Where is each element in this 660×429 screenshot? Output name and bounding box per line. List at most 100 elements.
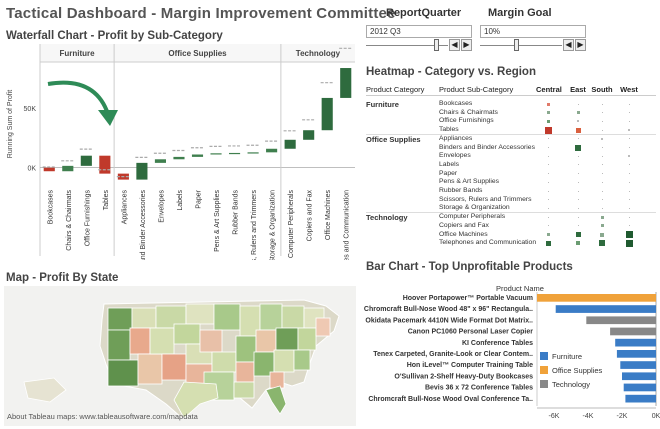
heatmap-cell[interactable] (628, 225, 630, 227)
heatmap-cell[interactable] (577, 207, 579, 209)
map-attribution[interactable]: About Tableau maps: www.tableausoftware.… (7, 412, 198, 421)
margin-goal-input[interactable]: 10% (480, 25, 586, 38)
map-state[interactable] (137, 353, 163, 385)
heatmap-cell[interactable] (628, 164, 630, 166)
heatmap-cell[interactable] (628, 190, 630, 192)
heatmap-cell[interactable] (625, 239, 633, 247)
heatmap-cell[interactable] (546, 233, 550, 236)
heatmap-cell[interactable] (547, 199, 549, 201)
margin-goal-slider-thumb[interactable] (514, 39, 519, 51)
heatmap-cell[interactable] (628, 199, 630, 201)
heatmap-cell[interactable] (546, 119, 550, 123)
heatmap-cell[interactable] (601, 103, 603, 105)
margin-goal-next-button[interactable]: ▶ (575, 39, 586, 51)
map-state[interactable] (107, 307, 133, 331)
map-state[interactable] (235, 361, 255, 383)
legend-swatch[interactable] (540, 352, 548, 360)
report-quarter-slider[interactable]: ◀ ▶ (366, 39, 472, 52)
heatmap-cell[interactable] (628, 181, 630, 183)
map-state[interactable] (255, 329, 277, 353)
heatmap-cell[interactable] (577, 190, 579, 192)
heatmap-cell[interactable] (576, 111, 580, 115)
map-state[interactable] (173, 323, 201, 345)
profit-map[interactable] (4, 286, 356, 426)
report-quarter-prev-button[interactable]: ◀ (449, 39, 460, 51)
heatmap-cell[interactable] (628, 147, 630, 148)
heatmap-cell[interactable] (577, 216, 579, 218)
heatmap-cell[interactable] (547, 225, 549, 227)
legend-swatch[interactable] (540, 366, 548, 374)
heatmap-cell[interactable] (628, 138, 630, 140)
waterfall-chart[interactable]: 0K 50K Running Sum of Profit Furniture Offic… (0, 44, 358, 260)
unprofitable-bar[interactable] (622, 372, 656, 381)
heatmap-cell[interactable] (601, 155, 603, 157)
map-state[interactable] (149, 327, 175, 355)
heatmap-cell[interactable] (601, 137, 603, 140)
map-state[interactable] (297, 327, 317, 351)
map-state[interactable] (315, 317, 331, 337)
heatmap-cell[interactable] (577, 199, 579, 201)
heatmap-cell[interactable] (577, 155, 579, 157)
unprofitable-bar-chart[interactable]: Hoover Portapower™ Portable Vacuum Chromc… (360, 292, 660, 427)
waterfall-bar[interactable] (247, 152, 259, 154)
heatmap-cell[interactable] (601, 112, 603, 114)
heatmap-cell[interactable] (576, 241, 580, 246)
bar-legend[interactable]: Furniture Office Supplies Technology (540, 352, 603, 389)
unprofitable-bar[interactable] (615, 338, 656, 347)
waterfall-bar[interactable] (80, 155, 92, 166)
waterfall-bar[interactable] (210, 153, 222, 155)
map-state[interactable] (107, 359, 139, 387)
heatmap-cell[interactable] (628, 112, 630, 114)
map-state[interactable] (233, 381, 255, 399)
waterfall-bar[interactable] (229, 152, 241, 155)
heatmap-cell[interactable] (628, 207, 630, 209)
heatmap-cell[interactable] (547, 190, 549, 192)
heatmap-cell[interactable] (575, 232, 581, 237)
report-quarter-slider-thumb[interactable] (434, 39, 439, 51)
map-state[interactable] (293, 349, 311, 371)
heatmap-cell[interactable] (547, 216, 549, 218)
margin-goal-prev-button[interactable]: ◀ (563, 39, 574, 51)
legend-swatch[interactable] (540, 380, 548, 388)
map-state[interactable] (107, 329, 131, 361)
heatmap-cell[interactable] (577, 225, 579, 227)
heatmap-cell[interactable] (600, 232, 604, 237)
heatmap-cell[interactable] (577, 103, 579, 105)
heatmap-cell[interactable] (577, 120, 579, 123)
map-state[interactable] (235, 335, 257, 363)
waterfall-bar[interactable] (99, 155, 111, 174)
waterfall-bar[interactable] (266, 148, 278, 153)
heatmap-cell[interactable] (599, 240, 605, 247)
map-state[interactable] (273, 349, 295, 373)
waterfall-bar[interactable] (284, 139, 296, 149)
heatmap-cell[interactable] (547, 173, 549, 175)
heatmap-cell[interactable] (545, 240, 551, 246)
unprofitable-bar[interactable] (537, 294, 656, 302)
heatmap-cell[interactable] (547, 138, 549, 140)
heatmap-cell[interactable] (577, 138, 579, 140)
map-state[interactable] (259, 303, 283, 331)
waterfall-bar[interactable] (191, 154, 204, 157)
heatmap-cell[interactable] (575, 144, 581, 151)
us-states[interactable] (23, 299, 340, 419)
heatmap-cell[interactable] (547, 155, 549, 157)
waterfall-bar[interactable] (173, 156, 185, 160)
unprofitable-bar[interactable] (620, 361, 656, 369)
heatmap-cell[interactable] (628, 129, 630, 132)
heatmap-cell[interactable] (601, 164, 603, 166)
heatmap-cell[interactable] (575, 127, 581, 133)
heatmap-cell[interactable] (601, 129, 603, 131)
heatmap-cell[interactable] (547, 147, 549, 148)
map-state[interactable] (131, 307, 157, 329)
heatmap-cell[interactable] (628, 155, 630, 158)
heatmap-cell[interactable] (577, 173, 579, 175)
heatmap-cell[interactable] (547, 164, 549, 166)
unprofitable-bar[interactable] (586, 316, 656, 325)
report-quarter-next-button[interactable]: ▶ (461, 39, 472, 51)
waterfall-bar[interactable] (303, 130, 315, 140)
unprofitable-bar[interactable] (625, 394, 656, 403)
heatmap-cell[interactable] (628, 216, 630, 218)
margin-goal-slider[interactable]: ◀ ▶ (480, 39, 586, 52)
heatmap-cell[interactable] (628, 103, 630, 105)
map-state[interactable] (275, 327, 299, 351)
